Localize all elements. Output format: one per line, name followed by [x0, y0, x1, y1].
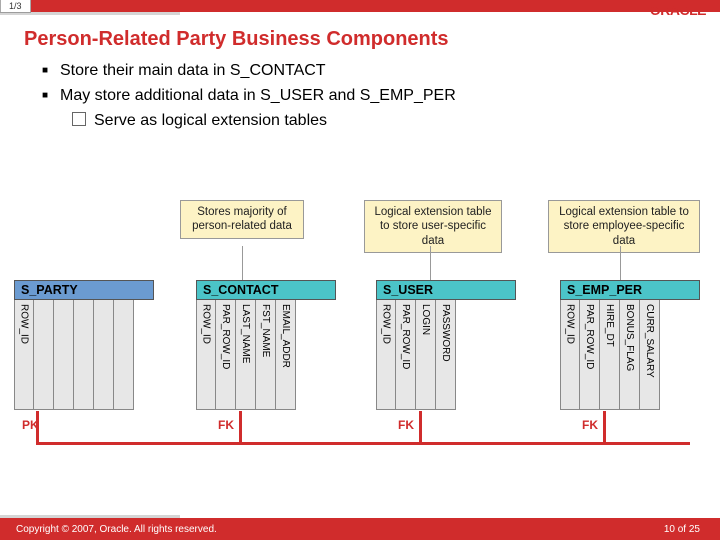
column-label: PAR_ROW_ID [584, 304, 595, 369]
table-column: CURR_SALARY [640, 300, 660, 410]
leader-line [242, 246, 243, 280]
column-label: BONUS_FLAG [624, 304, 635, 371]
table-column: PAR_ROW_ID [216, 300, 236, 410]
column-label: HIRE_DT [604, 304, 615, 347]
table-column: BONUS_FLAG [620, 300, 640, 410]
copyright-text: Copyright © 2007, Oracle. All rights res… [16, 524, 217, 535]
table-header: S_EMP_PER [560, 280, 700, 300]
table-column [34, 300, 54, 410]
table-column: LOGIN [416, 300, 436, 410]
column-label: CURR_SALARY [644, 304, 655, 378]
table-s-party: S_PARTY ROW_ID [14, 280, 154, 410]
table-header: S_USER [376, 280, 516, 300]
table-column: LAST_NAME [236, 300, 256, 410]
table-column: ROW_ID [376, 300, 396, 410]
column-label: ROW_ID [201, 304, 212, 344]
table-columns: ROW_ID PAR_ROW_ID LAST_NAME FST_NAME EMAIL_A… [196, 300, 336, 410]
column-label: PAR_ROW_ID [220, 304, 231, 369]
table-column: HIRE_DT [600, 300, 620, 410]
callout-s-user: Logical extension table to store user-sp… [364, 200, 502, 253]
bullet-list: Store their main data in S_CONTACT May s… [0, 59, 720, 133]
footer-bar: Copyright © 2007, Oracle. All rights res… [0, 518, 720, 540]
slide-title: Person-Related Party Business Components [0, 12, 720, 59]
fk-label: FK [582, 418, 598, 432]
table-column: ROW_ID [560, 300, 580, 410]
table-column [74, 300, 94, 410]
table-s-contact: S_CONTACT ROW_ID PAR_ROW_ID LAST_NAME FST_NA… [196, 280, 336, 410]
column-label: EMAIL_ADDR [280, 304, 291, 368]
connector-vertical [603, 411, 606, 443]
table-columns: ROW_ID PAR_ROW_ID HIRE_DT BONUS_FLAG CURR_SA… [560, 300, 700, 410]
connector-horizontal [36, 442, 690, 445]
connector-vertical [419, 411, 422, 443]
column-label: LOGIN [420, 304, 431, 335]
callout-s-emp-per: Logical extension table to store employe… [548, 200, 700, 253]
table-columns: ROW_ID [14, 300, 154, 410]
table-column: PAR_ROW_ID [580, 300, 600, 410]
table-column: PASSWORD [436, 300, 456, 410]
leader-line [430, 246, 431, 280]
leader-line [620, 246, 621, 280]
table-column: ROW_ID [14, 300, 34, 410]
column-label: FST_NAME [260, 304, 271, 357]
table-column [54, 300, 74, 410]
column-label: PAR_ROW_ID [400, 304, 411, 369]
connector-vertical [36, 411, 39, 443]
bullet-1: Store their main data in S_CONTACT [60, 59, 680, 84]
table-s-user: S_USER ROW_ID PAR_ROW_ID LOGIN PASSWORD [376, 280, 516, 410]
header-bar: 1/3 [0, 0, 720, 12]
callout-s-contact: Stores majority of person-related data [180, 200, 304, 239]
header-shadow [0, 12, 180, 15]
diagram-canvas: Stores majority of person-related data L… [0, 190, 720, 480]
column-label: LAST_NAME [240, 304, 251, 363]
table-columns: ROW_ID PAR_ROW_ID LOGIN PASSWORD [376, 300, 516, 410]
column-label: PASSWORD [440, 304, 451, 362]
column-label: ROW_ID [381, 304, 392, 344]
table-header: S_CONTACT [196, 280, 336, 300]
fk-label: FK [218, 418, 234, 432]
table-column: FST_NAME [256, 300, 276, 410]
bullet-2-1: Serve as logical extension tables [94, 109, 680, 134]
oracle-logo: ORACLE [650, 2, 706, 18]
table-column [94, 300, 114, 410]
table-column: ROW_ID [196, 300, 216, 410]
page-indicator: 10 of 25 [664, 524, 700, 535]
table-header: S_PARTY [14, 280, 154, 300]
column-label: ROW_ID [19, 304, 30, 344]
fk-label: FK [398, 418, 414, 432]
connector-vertical [239, 411, 242, 443]
bullet-2: May store additional data in S_USER and … [60, 84, 680, 134]
table-s-emp-per: S_EMP_PER ROW_ID PAR_ROW_ID HIRE_DT BONUS_FL… [560, 280, 700, 410]
table-column: EMAIL_ADDR [276, 300, 296, 410]
table-column: PAR_ROW_ID [396, 300, 416, 410]
column-label: ROW_ID [565, 304, 576, 344]
table-column [114, 300, 134, 410]
